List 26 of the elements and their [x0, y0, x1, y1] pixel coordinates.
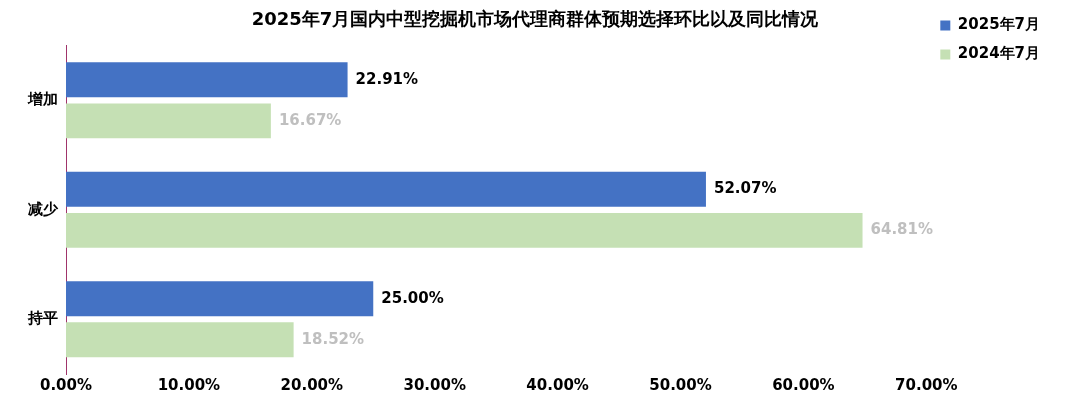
data-label: 22.91% [355, 69, 419, 88]
y-tick-label: 持平 [27, 309, 58, 328]
x-tick-label: 60.00% [772, 375, 835, 394]
data-label: 64.81% [870, 220, 934, 239]
x-tick-label: 30.00% [403, 375, 466, 394]
x-tick-label: 70.00% [895, 375, 958, 394]
x-tick-label: 50.00% [649, 375, 712, 394]
bar [66, 171, 706, 207]
legend-label: 2025年7月 [957, 15, 1040, 34]
legend-label: 2024年7月 [957, 44, 1040, 63]
chart-title: 2025年7月国内中型挖掘机市场代理商群体预期选择环比以及同比情况 [251, 8, 820, 30]
data-label: 18.52% [301, 329, 365, 348]
x-tick-label: 20.00% [280, 375, 344, 394]
bar [66, 103, 271, 139]
bar [66, 212, 863, 248]
y-tick-label: 减少 [28, 199, 59, 218]
data-label: 52.07% [713, 179, 777, 198]
x-tick-label: 40.00% [526, 375, 589, 394]
data-label: 16.67% [278, 110, 342, 129]
x-tick-label: 10.00% [157, 375, 221, 394]
x-tick-label: 0.00% [39, 375, 93, 394]
bar [66, 281, 374, 317]
bar [66, 322, 294, 358]
data-label: 25.00% [381, 288, 444, 307]
y-tick-label: 增加 [27, 90, 58, 109]
bar [66, 62, 348, 98]
